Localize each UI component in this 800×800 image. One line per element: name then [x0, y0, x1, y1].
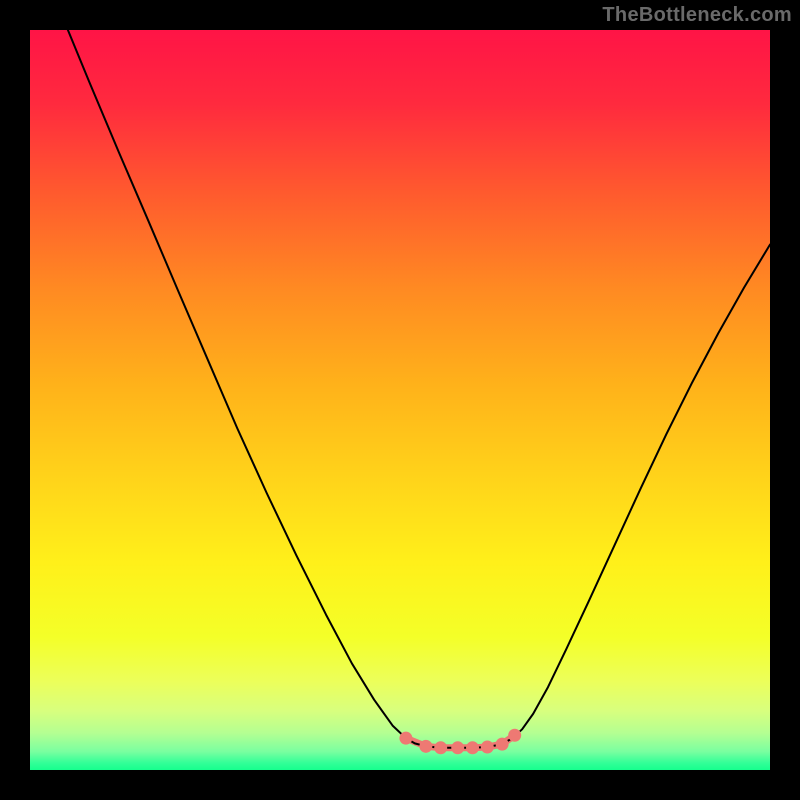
- highlight-marker: [508, 729, 521, 742]
- watermark-text: TheBottleneck.com: [602, 4, 792, 27]
- highlight-marker: [434, 741, 447, 754]
- chart-container: TheBottleneck.com: [0, 0, 800, 800]
- plot-background: [30, 30, 770, 770]
- highlight-marker: [399, 732, 412, 745]
- highlight-marker: [496, 738, 509, 751]
- bottleneck-chart: [0, 0, 800, 800]
- highlight-marker: [466, 741, 479, 754]
- highlight-marker: [451, 741, 464, 754]
- highlight-marker: [419, 740, 432, 753]
- highlight-marker: [481, 741, 494, 754]
